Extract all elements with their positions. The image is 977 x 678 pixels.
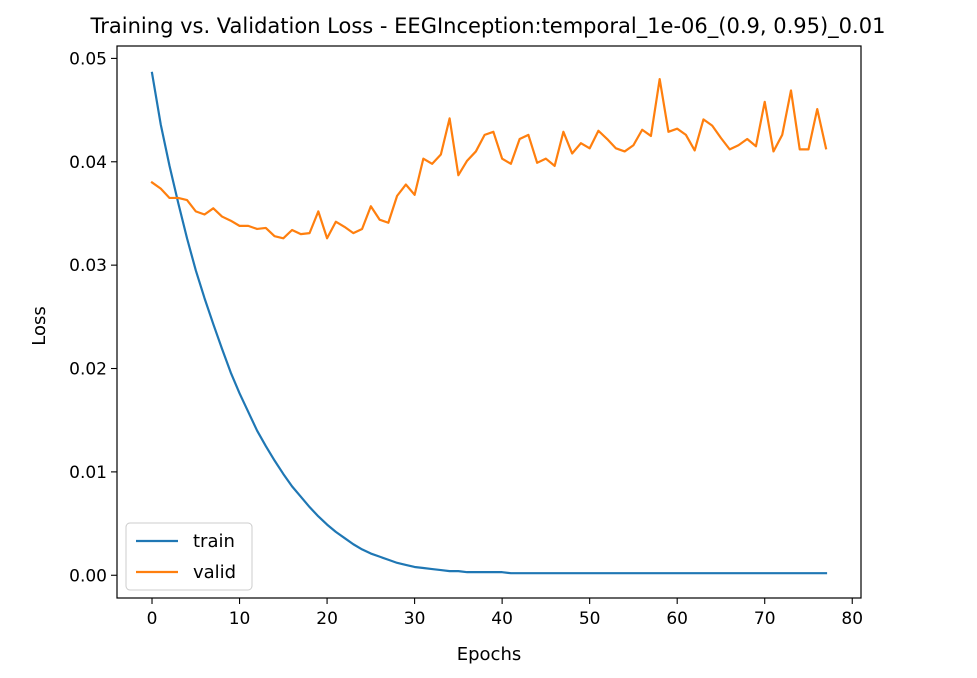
y-tick-label: 0.03 bbox=[69, 256, 107, 276]
valid-series-line bbox=[150, 77, 828, 240]
x-tick-label: 40 bbox=[491, 609, 513, 629]
chart-title: Training vs. Validation Loss - EEGIncept… bbox=[90, 14, 886, 39]
x-axis: 0 10 20 30 40 50 60 70 80 bbox=[147, 598, 863, 629]
legend-label-valid: valid bbox=[193, 562, 236, 583]
y-tick-label: 0.02 bbox=[69, 360, 107, 380]
y-tick-label: 0.05 bbox=[69, 49, 107, 69]
y-tick-label: 0.01 bbox=[69, 463, 107, 483]
legend-box bbox=[125, 522, 253, 591]
x-tick-label: 60 bbox=[666, 609, 688, 629]
y-tick-label: 0.00 bbox=[69, 566, 107, 586]
y-axis-label: Loss bbox=[29, 306, 50, 345]
x-axis-label: Epochs bbox=[457, 644, 522, 665]
x-tick-label: 20 bbox=[316, 609, 338, 629]
series-lines bbox=[150, 71, 828, 575]
x-tick-label: 50 bbox=[579, 609, 601, 629]
x-tick-label: 70 bbox=[754, 609, 776, 629]
y-tick-label: 0.04 bbox=[69, 153, 107, 173]
x-tick-label: 10 bbox=[229, 609, 251, 629]
y-axis: 0.00 0.01 0.02 0.03 0.04 0.05 bbox=[69, 49, 117, 586]
x-tick-label: 0 bbox=[147, 609, 158, 629]
train-series-line bbox=[150, 71, 828, 575]
x-tick-label: 80 bbox=[841, 609, 863, 629]
plot-area bbox=[116, 45, 862, 599]
x-tick-label: 30 bbox=[404, 609, 426, 629]
legend-label-train: train bbox=[193, 531, 235, 552]
legend: train valid bbox=[125, 522, 253, 591]
